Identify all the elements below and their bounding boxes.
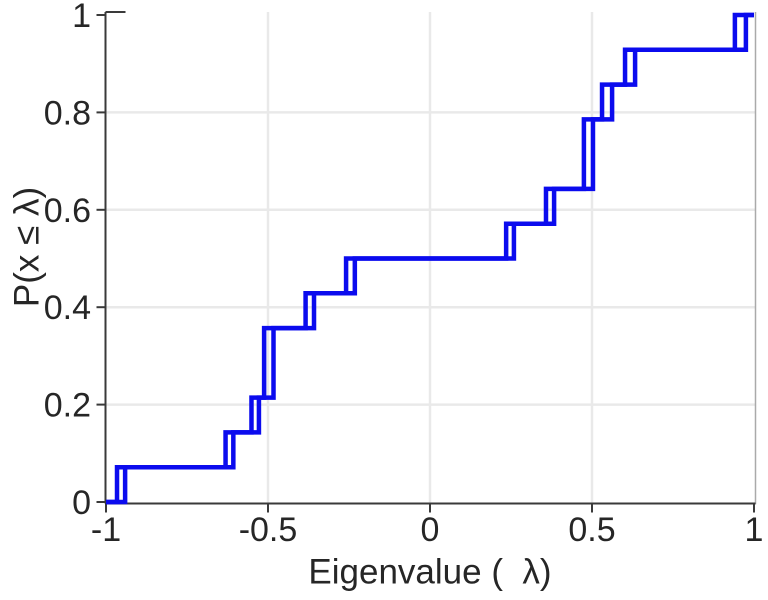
x-tick-label: -0.5: [239, 511, 298, 549]
y-tick-label: 0.2: [44, 387, 91, 425]
y-tick-label: 0.6: [44, 192, 91, 230]
y-tick-label: 0: [72, 484, 91, 522]
x-tick-label: -1: [91, 511, 121, 549]
y-tick-label: 1: [72, 0, 91, 35]
grid-lines: [105, 12, 756, 504]
ecdf-curves: [106, 12, 754, 505]
x-tick-label: 0.5: [568, 511, 615, 549]
y-tick-label: 0.4: [44, 289, 91, 327]
y-axis-title: P(x ≤ λ): [7, 186, 47, 308]
tick-marks: [96, 14, 755, 513]
x-tick-label: 1: [745, 511, 764, 549]
x-tick-label: 0: [421, 511, 440, 549]
tick-labels: -1 -0.5 0 0.5 1 0 0.2 0.4 0.6 0.8 1: [44, 0, 764, 549]
y-tick-label: 0.8: [44, 94, 91, 132]
ecdf-curve-2: [106, 12, 754, 505]
x-axis-title: Eigenvalue ( λ): [308, 552, 552, 592]
